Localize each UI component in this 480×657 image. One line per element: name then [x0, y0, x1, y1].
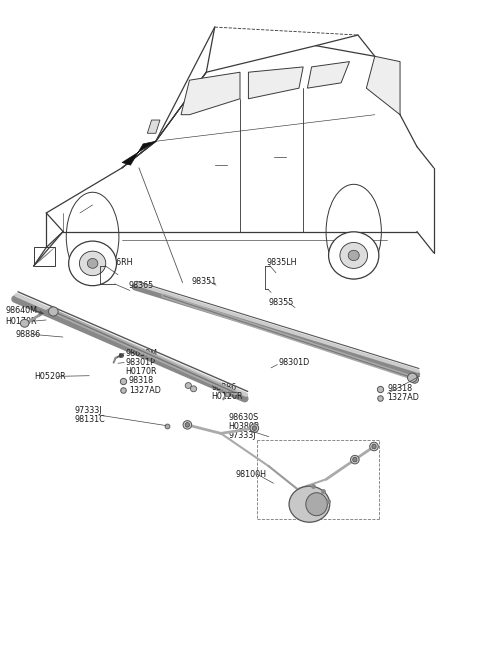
Polygon shape — [307, 62, 349, 88]
Text: 98301P: 98301P — [125, 358, 155, 367]
Ellipse shape — [350, 455, 359, 464]
Text: 98351: 98351 — [191, 277, 216, 286]
Text: 98640M: 98640M — [5, 306, 37, 315]
Text: H0380R: H0380R — [228, 422, 259, 431]
Text: 1327AD: 1327AD — [129, 386, 161, 395]
Ellipse shape — [353, 457, 357, 462]
Text: 1327AD: 1327AD — [387, 394, 420, 403]
Text: 98355: 98355 — [269, 298, 294, 307]
Polygon shape — [366, 57, 400, 115]
Text: 97333J: 97333J — [228, 431, 255, 440]
Ellipse shape — [306, 493, 327, 516]
Ellipse shape — [340, 242, 368, 269]
Ellipse shape — [252, 426, 256, 430]
Ellipse shape — [183, 420, 192, 429]
Ellipse shape — [185, 422, 190, 427]
Text: 97333J: 97333J — [75, 406, 102, 415]
Ellipse shape — [411, 376, 419, 383]
Text: 98365: 98365 — [129, 281, 154, 290]
Ellipse shape — [250, 424, 259, 432]
Polygon shape — [122, 141, 156, 165]
Ellipse shape — [289, 486, 330, 522]
Ellipse shape — [20, 319, 29, 327]
Text: 98630M: 98630M — [125, 349, 157, 358]
Text: 9836RH: 9836RH — [101, 258, 132, 267]
Text: H0120R: H0120R — [211, 392, 243, 401]
Ellipse shape — [48, 307, 58, 316]
Ellipse shape — [185, 382, 192, 388]
Ellipse shape — [370, 442, 378, 451]
Text: 98131C: 98131C — [75, 415, 106, 424]
Text: 98301D: 98301D — [278, 358, 310, 367]
Text: 9835LH: 9835LH — [266, 258, 297, 267]
Ellipse shape — [69, 241, 117, 286]
Text: 98318: 98318 — [387, 384, 412, 394]
Text: 98318: 98318 — [129, 376, 154, 386]
Polygon shape — [249, 67, 303, 99]
Ellipse shape — [372, 444, 376, 449]
Polygon shape — [122, 72, 206, 168]
Text: 98886: 98886 — [211, 383, 237, 392]
Ellipse shape — [87, 258, 98, 268]
Text: 98361: 98361 — [84, 269, 109, 278]
Text: 98630S: 98630S — [228, 413, 258, 422]
Polygon shape — [147, 120, 160, 133]
Ellipse shape — [408, 373, 417, 382]
Ellipse shape — [191, 386, 197, 392]
Text: H0170R: H0170R — [5, 317, 37, 326]
Text: 98100H: 98100H — [235, 470, 266, 478]
Text: H0520R: H0520R — [34, 372, 66, 381]
Text: H0170R: H0170R — [125, 367, 156, 376]
Text: 98886: 98886 — [15, 330, 40, 339]
Ellipse shape — [79, 251, 106, 276]
Ellipse shape — [329, 232, 379, 279]
Polygon shape — [181, 72, 240, 115]
Ellipse shape — [348, 250, 359, 261]
